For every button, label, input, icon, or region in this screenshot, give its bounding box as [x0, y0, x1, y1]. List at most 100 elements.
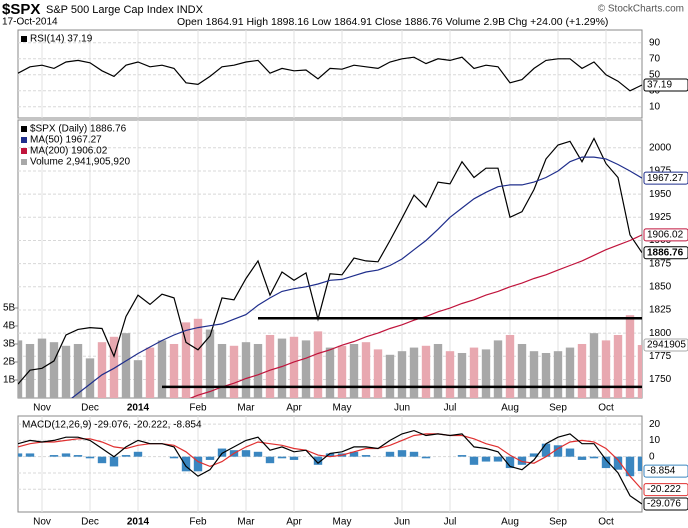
- value-box: [643, 228, 688, 242]
- bar: [133, 451, 143, 457]
- legend-swatch: [21, 36, 27, 42]
- bar: [349, 451, 359, 457]
- bar: [505, 334, 515, 398]
- series-line: [189, 234, 642, 398]
- last-value-label: -29.076: [647, 499, 681, 510]
- bar: [85, 456, 95, 459]
- bar: [361, 455, 371, 457]
- y2-tick-label: 2B: [3, 357, 16, 368]
- bar: [217, 448, 227, 457]
- bar: [385, 451, 395, 457]
- bar: [241, 342, 251, 398]
- bar: [157, 340, 167, 398]
- x-tick-label: Sep: [549, 517, 567, 528]
- y-tick-label: 1875: [649, 258, 672, 269]
- x-tick-label: 2014: [127, 517, 150, 528]
- series-line: [18, 56, 642, 92]
- bar: [421, 345, 431, 398]
- last-value-label: 1967.27: [647, 173, 684, 184]
- bar: [121, 455, 131, 457]
- bar: [553, 351, 563, 398]
- bar: [397, 450, 407, 457]
- bar: [565, 347, 575, 398]
- bar: [313, 331, 323, 398]
- bar: [541, 443, 551, 457]
- x-tick-label: Jun: [394, 403, 410, 414]
- y-tick-label: 70: [649, 53, 661, 64]
- bar: [397, 351, 407, 398]
- bar: [289, 456, 299, 460]
- y-tick-label: 1925: [649, 212, 672, 223]
- bar: [601, 456, 611, 469]
- x-tick-label: Jun: [394, 517, 410, 528]
- bar: [625, 315, 635, 398]
- y-tick-label: 10: [649, 101, 661, 112]
- bar: [457, 455, 467, 457]
- bar: [18, 340, 23, 398]
- last-value-label: 37.19: [647, 80, 672, 91]
- legend-swatch: [21, 148, 27, 154]
- bar: [241, 450, 251, 457]
- bar: [85, 358, 95, 398]
- bar: [265, 334, 275, 398]
- bar: [481, 349, 491, 398]
- bar: [133, 360, 143, 398]
- bar: [61, 345, 71, 398]
- bar: [169, 343, 179, 398]
- bar: [637, 456, 642, 472]
- x-tick-label: Apr: [286, 517, 302, 528]
- bar: [121, 333, 131, 398]
- y-tick-label: 1750: [649, 374, 672, 385]
- bar: [169, 456, 179, 459]
- credit: © StockCharts.com: [598, 4, 684, 15]
- panel: [17, 415, 643, 513]
- x-tick-label: Mar: [237, 517, 255, 528]
- bar: [529, 453, 539, 457]
- bar: [337, 345, 347, 398]
- legend-swatch: [21, 159, 27, 165]
- x-tick-label: Sep: [549, 403, 567, 414]
- bar: [97, 342, 107, 398]
- x-tick-label: Jul: [444, 403, 457, 414]
- y-tick-label: 1825: [649, 305, 672, 316]
- bar: [313, 456, 323, 465]
- bar: [181, 456, 191, 472]
- bar: [565, 448, 575, 457]
- y-tick-label: 20: [649, 419, 661, 430]
- bar: [577, 456, 587, 460]
- bar: [385, 354, 395, 398]
- legend: MACD(12,26,9) -29.076, -20.222, -8.854: [22, 420, 202, 431]
- bar: [229, 345, 239, 398]
- y-tick-label: 50: [649, 69, 661, 80]
- legend-label: RSI(14) 37.19: [30, 34, 93, 45]
- bar: [73, 455, 83, 457]
- value-box: [643, 483, 688, 497]
- series-line: [71, 156, 642, 398]
- y-tick-label: 1800: [649, 328, 672, 339]
- bar: [49, 342, 59, 398]
- bar: [277, 338, 287, 398]
- bar: [517, 343, 527, 398]
- bar: [18, 453, 23, 457]
- quote: Open 1864.91 High 1898.16 Low 1864.91 Cl…: [177, 16, 608, 28]
- series-line: [18, 433, 642, 491]
- value-box: [643, 497, 688, 511]
- bar: [109, 336, 119, 398]
- bar: [481, 456, 491, 462]
- value-box: [643, 171, 688, 185]
- bar: [301, 340, 311, 398]
- legend-label: MA(200) 1906.02: [30, 146, 108, 157]
- bar: [625, 456, 635, 477]
- x-tick-label: Dec: [81, 517, 99, 528]
- y-tick-label: 1975: [649, 166, 672, 177]
- x-tick-label: Oct: [598, 403, 614, 414]
- y-tick-label: 1950: [649, 189, 672, 200]
- bar: [49, 455, 59, 457]
- bar: [553, 445, 563, 457]
- y2-tick-label: 3B: [3, 339, 16, 350]
- bar: [613, 456, 623, 470]
- bar: [433, 343, 443, 398]
- bar: [445, 351, 455, 398]
- bar: [493, 340, 503, 398]
